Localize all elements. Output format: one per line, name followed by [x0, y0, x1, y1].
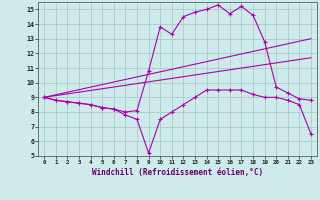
X-axis label: Windchill (Refroidissement éolien,°C): Windchill (Refroidissement éolien,°C) — [92, 168, 263, 177]
